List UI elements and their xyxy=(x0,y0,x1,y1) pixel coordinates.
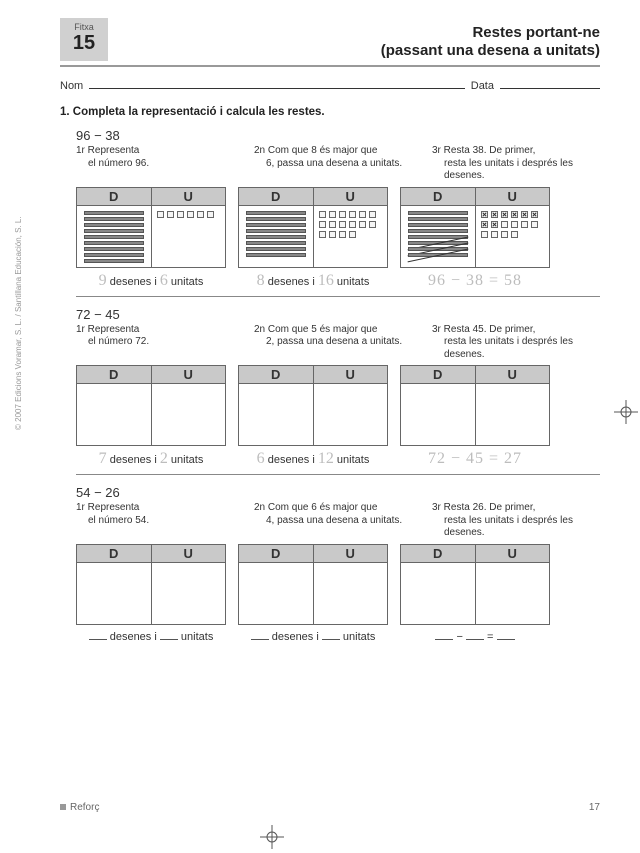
summary-cell: 9 desenes i 6 unitats xyxy=(76,272,226,290)
col-d-header: D xyxy=(401,545,476,562)
du-table: DU xyxy=(400,544,550,625)
divider xyxy=(60,65,600,67)
registration-mark-icon xyxy=(614,400,638,424)
registration-mark-icon xyxy=(260,825,284,849)
summary-cell: 96 − 38 = 58 xyxy=(400,272,550,290)
col-u-header: U xyxy=(476,366,550,383)
fitxa-badge: Fitxa 15 xyxy=(60,18,108,61)
du-table: DU xyxy=(76,187,226,268)
du-table: DU xyxy=(76,365,226,446)
col-u-header: U xyxy=(152,366,226,383)
page-footer: Reforç 17 xyxy=(60,802,600,813)
divider xyxy=(76,474,600,475)
col-d-header: D xyxy=(77,545,152,562)
expression: 54 − 26 xyxy=(76,485,600,500)
copyright: © 2007 Edicions Voramar, S. L. / Santill… xyxy=(14,216,23,430)
du-table: DU xyxy=(238,365,388,446)
col-d-header: D xyxy=(77,188,152,205)
summary-cell: − = xyxy=(400,629,550,643)
du-table: DU xyxy=(76,544,226,625)
col-u-header: U xyxy=(314,188,388,205)
col-d-header: D xyxy=(401,188,476,205)
col-u-header: U xyxy=(152,188,226,205)
du-table: DU xyxy=(238,187,388,268)
step-text: 1r Representael número 72. xyxy=(76,324,244,362)
nom-label: Nom xyxy=(60,80,83,92)
col-u-header: U xyxy=(476,188,550,205)
summary-cell: desenes i unitats xyxy=(76,629,226,643)
summary-cell: 7 desenes i 2 unitats xyxy=(76,450,226,468)
col-u-header: U xyxy=(314,366,388,383)
col-d-header: D xyxy=(239,545,314,562)
col-d-header: D xyxy=(239,188,314,205)
du-table: DU xyxy=(238,544,388,625)
col-u-header: U xyxy=(152,545,226,562)
col-d-header: D xyxy=(239,366,314,383)
col-u-header: U xyxy=(476,545,550,562)
data-label: Data xyxy=(471,80,494,92)
du-table: DU xyxy=(400,187,550,268)
summary-cell: 6 desenes i 12 unitats xyxy=(238,450,388,468)
problem: 72 − 45 1r Representael número 72. 2n Com … xyxy=(60,307,600,476)
instruction: 1. Completa la representació i calcula l… xyxy=(60,106,600,118)
col-u-header: U xyxy=(314,545,388,562)
expression: 72 − 45 xyxy=(76,307,600,322)
page-number: 17 xyxy=(589,802,600,813)
col-d-header: D xyxy=(401,366,476,383)
step-text: 1r Representael número 96. xyxy=(76,145,244,183)
step-text: 3r Resta 38. De primer,resta les unitats… xyxy=(432,145,600,183)
step-text: 1r Representael número 54. xyxy=(76,502,244,540)
name-date-row: Nom Data xyxy=(60,77,600,92)
step-text: 2n Com que 8 és major que6, passa una de… xyxy=(254,145,422,183)
du-table: DU xyxy=(400,365,550,446)
step-text: 2n Com que 6 és major que4, passa una de… xyxy=(254,502,422,540)
col-d-header: D xyxy=(77,366,152,383)
divider xyxy=(76,296,600,297)
data-field[interactable] xyxy=(500,77,600,89)
step-text: 3r Resta 45. De primer,resta les unitats… xyxy=(432,324,600,362)
fitxa-number: 15 xyxy=(72,32,96,55)
page-title: Restes portant-ne (passant una desena a … xyxy=(128,24,600,62)
summary-cell: 72 − 45 = 27 xyxy=(400,450,550,468)
nom-field[interactable] xyxy=(89,77,465,89)
summary-cell: 8 desenes i 16 unitats xyxy=(238,272,388,290)
problem: 96 − 38 1r Representael número 96. 2n Com … xyxy=(60,128,600,297)
expression: 96 − 38 xyxy=(76,128,600,143)
footer-left: Reforç xyxy=(60,802,99,813)
summary-cell: desenes i unitats xyxy=(238,629,388,643)
step-text: 3r Resta 26. De primer,resta les unitats… xyxy=(432,502,600,540)
problem: 54 − 26 1r Representael número 54. 2n Com … xyxy=(60,485,600,643)
step-text: 2n Com que 5 és major que2, passa una de… xyxy=(254,324,422,362)
fitxa-label: Fitxa xyxy=(72,22,96,32)
